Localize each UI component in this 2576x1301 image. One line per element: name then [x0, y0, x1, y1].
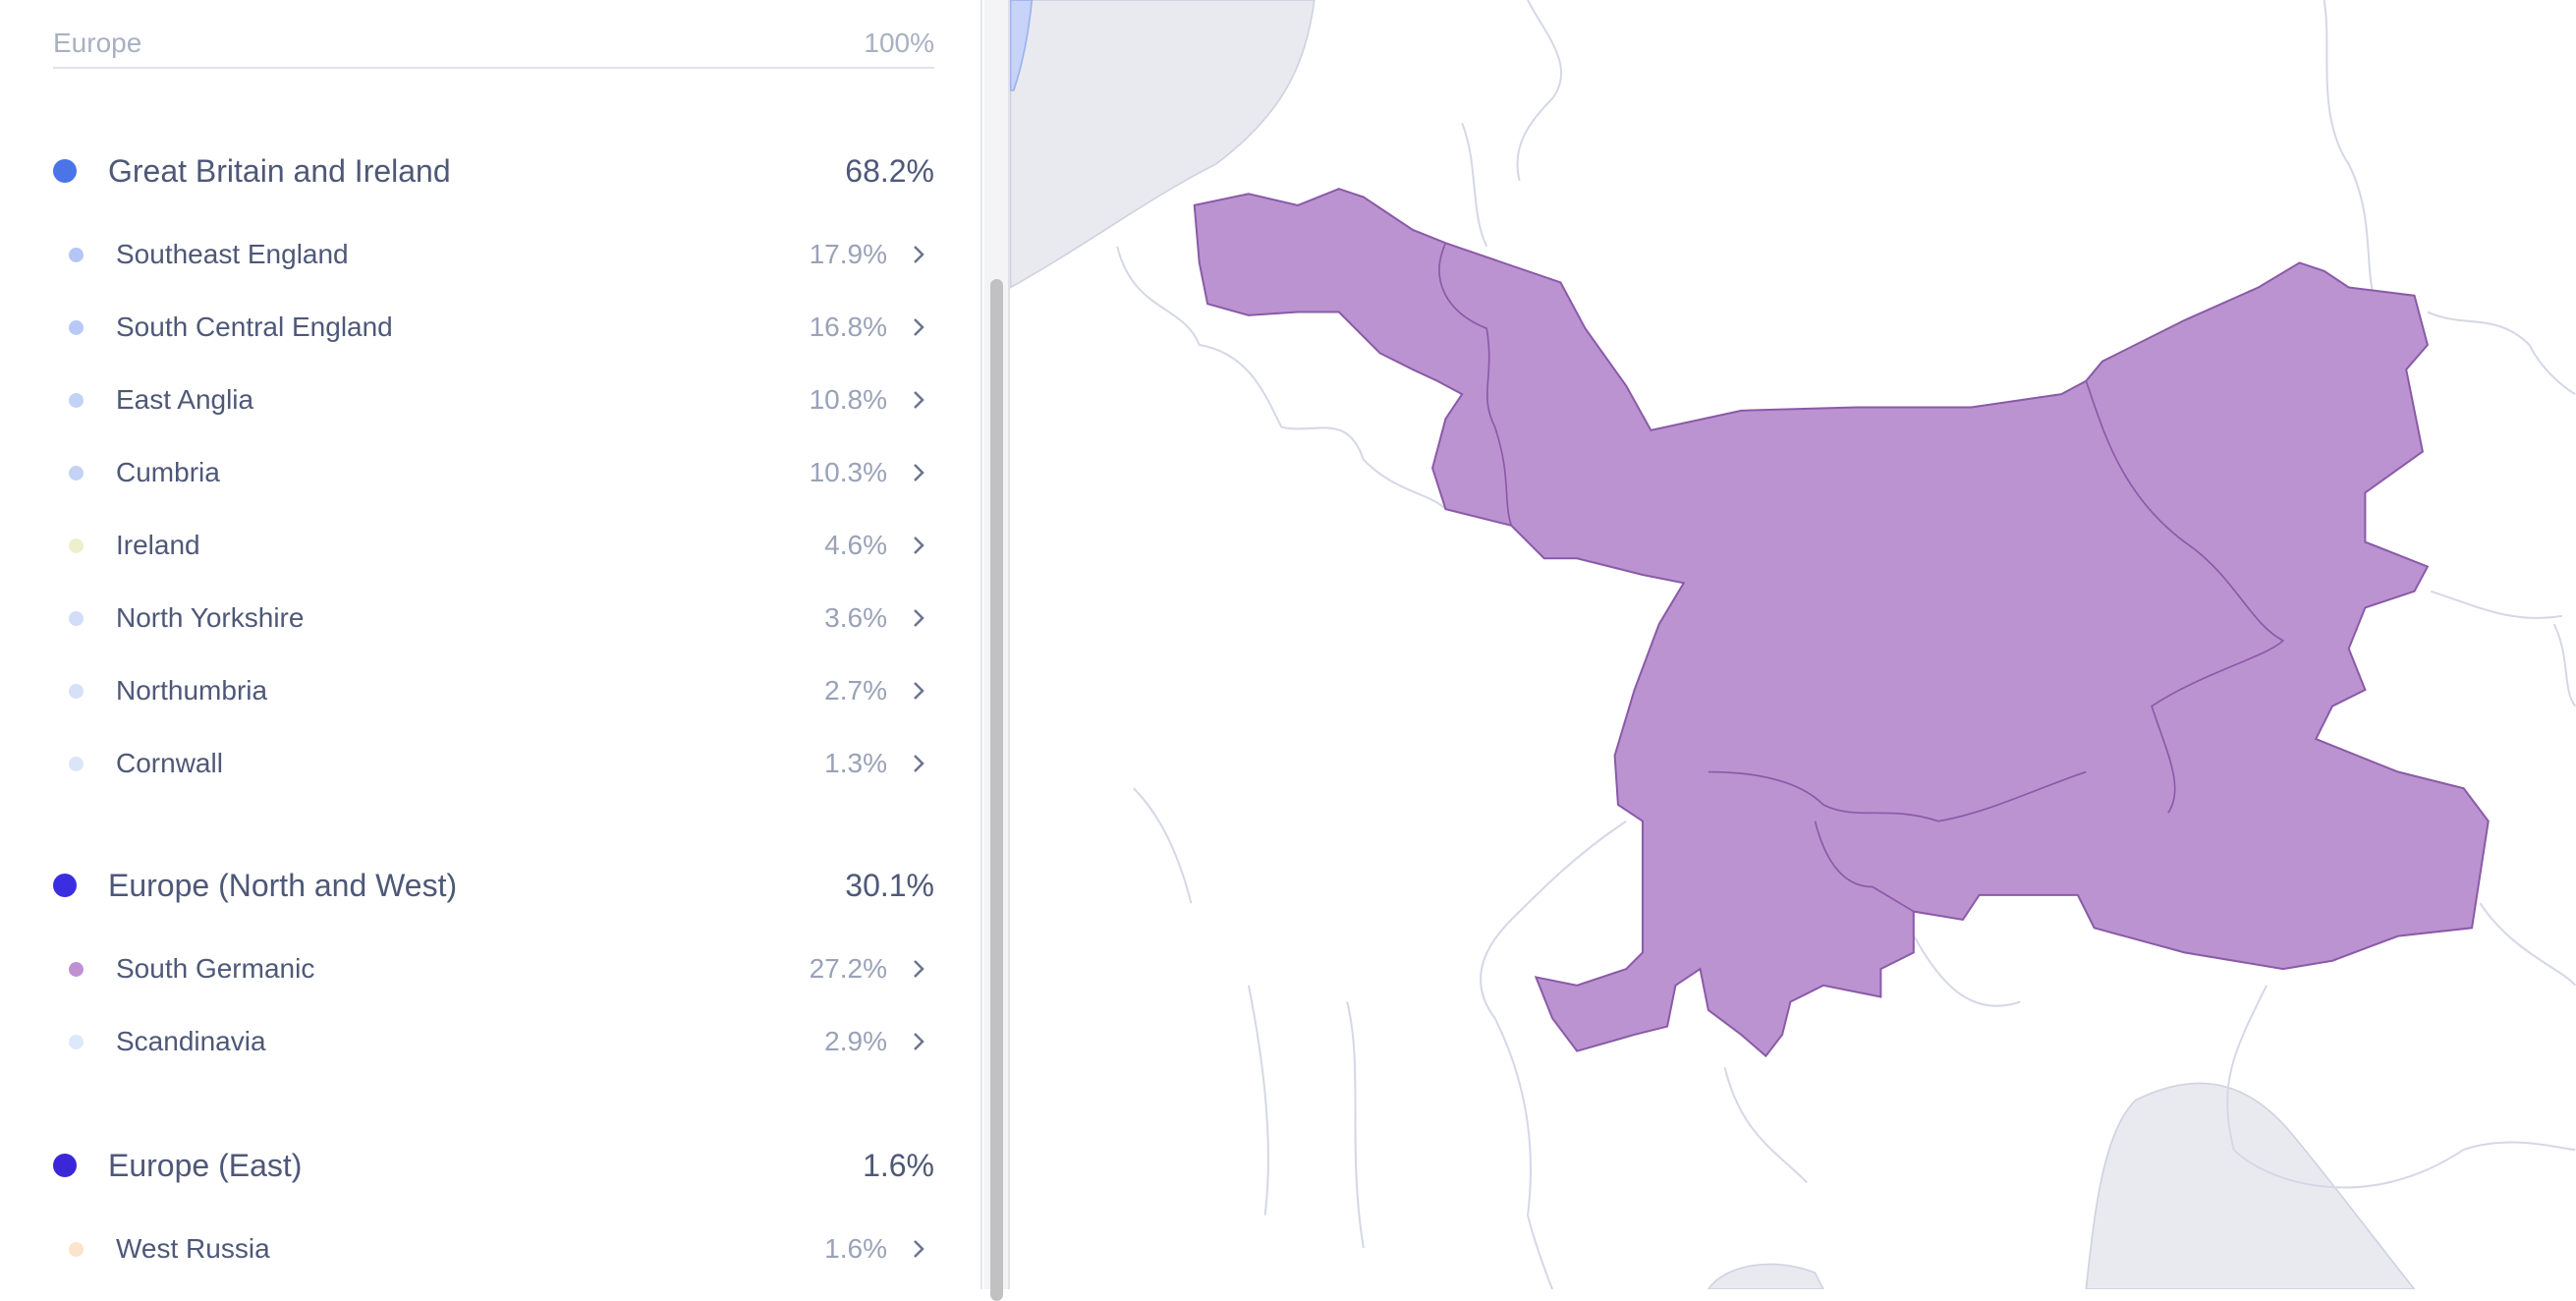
region-name: Ireland	[116, 530, 200, 560]
chevron[interactable]	[909, 461, 928, 484]
region-dot	[69, 757, 84, 771]
group-percent: 1.6%	[863, 1148, 934, 1183]
group-dot	[53, 1154, 77, 1177]
group-percent: 68.2%	[845, 153, 934, 189]
region-percent: 2.7%	[824, 675, 887, 706]
chevron-path	[914, 318, 924, 336]
region-dot	[69, 248, 84, 262]
region-name: Northumbria	[116, 675, 268, 706]
region-percent: 1.6%	[824, 1233, 887, 1264]
region-dot	[69, 684, 84, 699]
chevron[interactable]	[909, 679, 928, 703]
chevron-path	[914, 755, 924, 772]
chevron-path	[914, 537, 924, 554]
group-name: Europe (North and West)	[108, 868, 458, 903]
chevron-path	[914, 1033, 924, 1050]
chevron-path	[914, 246, 924, 263]
region-dot	[69, 320, 84, 335]
header: Europe 100%	[53, 28, 934, 69]
region-dot	[69, 962, 84, 977]
sidebar: Europe 100% Great Britain and Ireland 68.…	[0, 0, 982, 1289]
scrollbar-thumb[interactable]	[990, 279, 1003, 1301]
group-percent: 30.1%	[845, 868, 934, 903]
chevron[interactable]	[909, 606, 928, 630]
group-name: Great Britain and Ireland	[108, 153, 451, 189]
region-percent: 17.9%	[809, 239, 887, 269]
region-percent: 10.3%	[809, 457, 887, 487]
region-dot	[69, 466, 84, 481]
region-name: North Yorkshire	[116, 602, 305, 633]
chevron[interactable]	[909, 315, 928, 339]
map-edge-region	[1009, 0, 1034, 91]
group-name: Europe (East)	[108, 1148, 303, 1183]
region-dot	[69, 1035, 84, 1049]
borders	[1116, 0, 2576, 1289]
chevron[interactable]	[909, 243, 928, 266]
region-name: East Anglia	[116, 384, 254, 415]
region-dot	[69, 1242, 84, 1257]
chevron[interactable]	[909, 752, 928, 775]
region-name: Cornwall	[116, 748, 223, 778]
region-name: South Germanic	[116, 953, 315, 984]
chevron-path	[914, 960, 924, 978]
chevron[interactable]	[909, 1237, 928, 1261]
highlighted-region[interactable]	[1193, 188, 2490, 1058]
region-name: South Central England	[116, 311, 393, 342]
region-percent: 1.3%	[824, 748, 887, 778]
header-percent: 100%	[864, 28, 934, 58]
sea	[1707, 1263, 1824, 1289]
region-dot	[69, 538, 84, 553]
chevron-path	[914, 682, 924, 700]
region-percent: 2.9%	[824, 1026, 887, 1056]
region-dot	[69, 611, 84, 626]
region-percent: 3.6%	[824, 602, 887, 633]
group-dot	[53, 874, 77, 897]
chevron-path	[914, 609, 924, 627]
region-name: Cumbria	[116, 457, 220, 487]
chevron-path	[914, 1240, 924, 1258]
region-percent: 10.8%	[809, 384, 887, 415]
chevron[interactable]	[909, 957, 928, 981]
group-dot	[53, 159, 77, 183]
chevron-path	[914, 391, 924, 409]
chevron-path	[914, 464, 924, 481]
scrollbar[interactable]	[984, 0, 1010, 1301]
chevron[interactable]	[909, 534, 928, 557]
chevron[interactable]	[909, 388, 928, 412]
chevron[interactable]	[909, 1030, 928, 1053]
region-percent: 4.6%	[824, 530, 887, 560]
region-percent: 16.8%	[809, 311, 887, 342]
region-name: Southeast England	[116, 239, 349, 269]
region-inner-borders	[1438, 243, 2285, 913]
region-percent: 27.2%	[809, 953, 887, 984]
region-dot	[69, 393, 84, 408]
region-name: Scandinavia	[116, 1026, 266, 1056]
sea	[1009, 0, 1316, 289]
header-label: Europe	[53, 28, 142, 58]
region-name: West Russia	[116, 1233, 270, 1264]
